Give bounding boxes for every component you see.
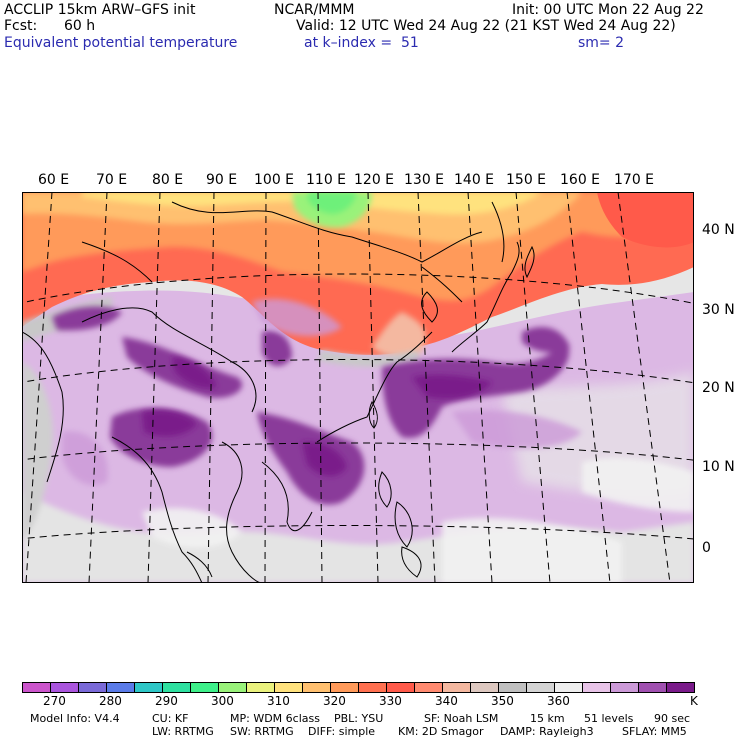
lon-label: 60 E: [38, 172, 70, 188]
forecast-hour: 60 h: [64, 18, 96, 34]
lon-label: 140 E: [454, 172, 495, 188]
lon-label: 150 E: [506, 172, 547, 188]
colorbar-cell: [330, 682, 359, 693]
colorbar-label: 360: [547, 694, 570, 708]
model-title: ACCLIP 15km ARW–GFS init: [4, 2, 196, 18]
lat-label: 30 N: [702, 302, 735, 318]
theta-e-map: [22, 192, 694, 583]
footer-lw: LW: RRTMG: [152, 725, 214, 738]
colorbar-cell: [526, 682, 555, 693]
colorbar-cell: [414, 682, 443, 693]
lon-label: 110 E: [306, 172, 347, 188]
colorbar-cell: [22, 682, 51, 693]
graticule: [22, 192, 694, 583]
lon-label: 70 E: [96, 172, 128, 188]
organization: NCAR/MMM: [274, 2, 355, 18]
colorbar-label: 350: [491, 694, 514, 708]
footer-sf: SF: Noah LSM: [424, 712, 499, 725]
footer-model-info: Model Info: V4.4: [30, 712, 120, 725]
coastlines: [22, 201, 535, 583]
footer-damp: DAMP: Rayleigh3: [500, 725, 594, 738]
lon-label: 90 E: [206, 172, 238, 188]
colorbar-label: 270: [43, 694, 66, 708]
colorbar-cell: [50, 682, 79, 693]
valid-time: Valid: 12 UTC Wed 24 Aug 22 (21 KST Wed …: [296, 18, 676, 34]
colorbar-cell: [442, 682, 471, 693]
colorbar-cell: [358, 682, 387, 693]
forecast-label: Fcst:: [4, 18, 38, 34]
colorbar-cell: [386, 682, 415, 693]
colorbar-cell: [162, 682, 191, 693]
colorbar-cell: [134, 682, 163, 693]
colorbar-cell: [106, 682, 135, 693]
lon-label: 100 E: [254, 172, 295, 188]
lat-label: 10 N: [702, 459, 735, 475]
colorbar-label: 300: [211, 694, 234, 708]
footer-km: KM: 2D Smagor: [398, 725, 484, 738]
field-name: Equivalent potential temperature: [4, 35, 238, 51]
footer-sflay: SFLAY: MM5: [622, 725, 687, 738]
footer-timestep: 90 sec: [654, 712, 691, 725]
colorbar-label: 310: [267, 694, 290, 708]
init-time: Init: 00 UTC Mon 22 Aug 22: [512, 2, 704, 18]
lat-label: 40 N: [702, 222, 735, 238]
footer-levels: 51 levels: [584, 712, 634, 725]
footer-pbl: PBL: YSU: [334, 712, 384, 725]
colorbar-unit: K: [690, 694, 698, 708]
colorbar-cell: [274, 682, 303, 693]
footer-resolution: 15 km: [530, 712, 565, 725]
colorbar-cell: [498, 682, 527, 693]
colorbar-label: 340: [435, 694, 458, 708]
lon-label: 130 E: [404, 172, 445, 188]
lat-label: 20 N: [702, 380, 735, 396]
colorbar-cell: [78, 682, 107, 693]
colorbar-cell: [610, 682, 639, 693]
colorbar-cell: [302, 682, 331, 693]
lon-label: 80 E: [152, 172, 184, 188]
colorbar-cell: [470, 682, 499, 693]
lon-label: 120 E: [354, 172, 395, 188]
footer-sw: SW: RRTMG: [230, 725, 294, 738]
colorbar-label: 280: [99, 694, 122, 708]
footer-diff: DIFF: simple: [308, 725, 376, 738]
colorbar-label: 320: [323, 694, 346, 708]
colorbar-cell: [638, 682, 667, 693]
colorbar-cell: [218, 682, 247, 693]
lon-label: 170 E: [614, 172, 655, 188]
footer-cu: CU: KF: [152, 712, 189, 725]
footer-mp: MP: WDM 6class: [230, 712, 320, 725]
colorbar-cell: [190, 682, 219, 693]
colorbar-cell: [246, 682, 275, 693]
colorbar-label: 330: [379, 694, 402, 708]
colorbar-cell: [582, 682, 611, 693]
smoothing: sm= 2: [578, 35, 625, 51]
colorbar-cell: [554, 682, 583, 693]
vertical-level: at k–index = 51: [304, 35, 419, 51]
lon-label: 160 E: [560, 172, 601, 188]
colorbar-label: 290: [155, 694, 178, 708]
lat-label: 0: [702, 540, 711, 556]
colorbar-cell: [666, 682, 695, 693]
